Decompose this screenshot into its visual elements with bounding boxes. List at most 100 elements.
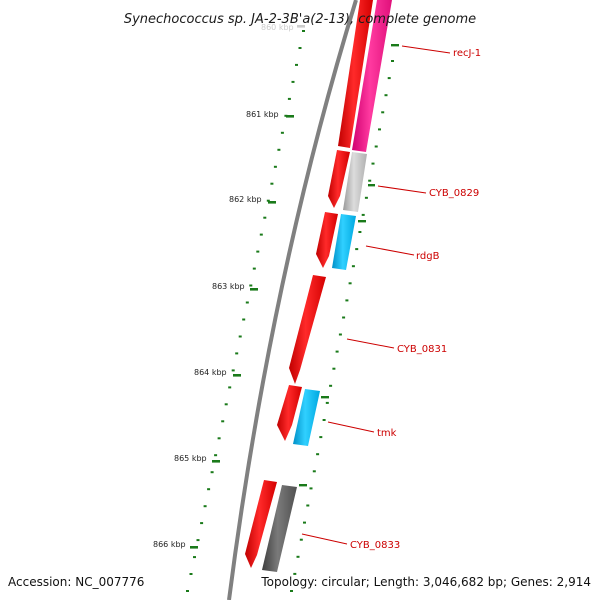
minor-tick [355,248,359,251]
kbp-label-861: 861 kbp [246,110,279,119]
genome-summary-text: Topology: circular; Length: 3,046,682 bp… [260,575,591,589]
gene-forward-1[interactable] [328,150,350,208]
minor-tick [266,199,270,202]
minor-tick [306,504,310,507]
minor-tick [245,301,249,304]
minor-tick [303,521,306,524]
map-title: Synechococcus sp. JA-2-3B'a(2-13), compl… [124,12,476,27]
minor-tick [238,335,242,338]
minor-tick [207,488,211,491]
kbp-label-865: 865 kbp [174,454,207,463]
minor-tick [364,196,368,199]
minor-tick [221,420,225,423]
gene-end-marks [299,44,399,487]
kbp-tick-864 [233,374,241,377]
minor-tick [256,250,260,253]
kbp-label-862: 862 kbp [229,195,262,204]
leader-CYB_0833 [301,533,348,545]
minor-tick [189,573,193,575]
minor-tick [298,47,302,49]
kbp-tick-866 [190,546,198,549]
minor-tick [196,539,200,542]
minor-tick [316,453,320,456]
gene-label-rdgB[interactable]: rdgB [416,251,440,262]
minor-tick [277,148,281,151]
minor-tick [295,63,298,66]
kbp-label-866: 866 kbp [153,540,186,549]
gene-forward-3[interactable] [277,385,302,441]
minor-tick [290,590,293,592]
gene-label-CYB_0833[interactable]: CYB_0833 [350,540,400,551]
minor-tick [280,131,284,134]
gene-reverse-CYB_0833[interactable] [262,485,297,572]
kbp-axis: 860 kbp 861 kbp 862 kbp 863 kbp 864 kbp … [153,23,305,549]
gene-forward-2[interactable] [316,212,338,268]
minor-tick [270,182,274,185]
minor-tick [368,179,372,182]
minor-tick [342,316,346,319]
minor-tick [338,333,342,336]
accession-text: Accession: NC_007776 [8,575,144,589]
minor-tick [335,350,339,353]
minor-tick [193,556,196,559]
minor-tick [284,114,288,117]
gene-forward-recJ-1[interactable] [338,0,373,148]
leader-CYB_0831 [346,338,395,349]
gene-label-recJ-1[interactable]: recJ-1 [453,48,481,59]
minor-tick [391,60,394,62]
minor-tick [291,80,295,83]
kbp-label-864: 864 kbp [194,368,227,377]
genome-backbone [227,0,358,600]
minor-tick [224,403,228,406]
leader-rdgB [365,245,415,256]
minor-tick [325,401,329,404]
minor-tick [242,318,246,321]
gene-labels: recJ-1 CYB_0829 rdgB CYB_0831 tmk CYB_08… [301,45,481,551]
minor-tick [287,97,291,100]
minor-tick [322,419,326,421]
kbp-label-863: 863 kbp [212,282,245,291]
minor-tick [296,555,300,558]
gene-label-CYB_0831[interactable]: CYB_0831 [397,344,447,355]
minor-tick [348,282,352,285]
gene-reverse-rdgB[interactable] [332,214,356,270]
minor-tick [231,369,235,372]
minor-tick [345,299,349,302]
gene-label-tmk[interactable]: tmk [377,428,397,439]
minor-tick [309,487,313,490]
minor-tick [217,437,221,440]
minor-tick [312,470,316,473]
minor-tick [249,284,253,287]
minor-tick [200,522,204,525]
minor-tick [378,128,381,131]
kbp-tick-861 [286,115,294,118]
gene-track [245,0,392,572]
minor-tick [299,538,303,541]
minor-tick [358,231,362,233]
minor-tick [381,111,385,114]
kbp-tick-863 [250,288,258,291]
minor-tick [214,454,218,457]
gene-reverse-recJ-1[interactable] [352,0,392,152]
minor-tick [235,352,239,355]
minor-tick [361,213,365,216]
gene-forward-4[interactable] [245,480,277,568]
minor-tick [329,384,333,387]
gene-reverse-CYB_0829[interactable] [343,152,367,212]
minor-tick [387,77,391,80]
gene-reverse-tmk[interactable] [293,389,320,446]
minor-tick [351,265,355,268]
kbp-tick-860 [297,25,305,28]
minor-tick [228,386,232,389]
minor-tick [332,367,336,370]
minor-tick [252,267,256,270]
minor-tick [371,162,375,165]
leader-tmk [327,421,375,433]
kbp-tick-865 [212,460,220,463]
gene-label-CYB_0829[interactable]: CYB_0829 [429,188,479,199]
minor-tick [273,165,277,168]
gene-forward-CYB_0831[interactable] [289,275,326,384]
tick-track [186,30,394,592]
minor-tick [319,436,323,439]
